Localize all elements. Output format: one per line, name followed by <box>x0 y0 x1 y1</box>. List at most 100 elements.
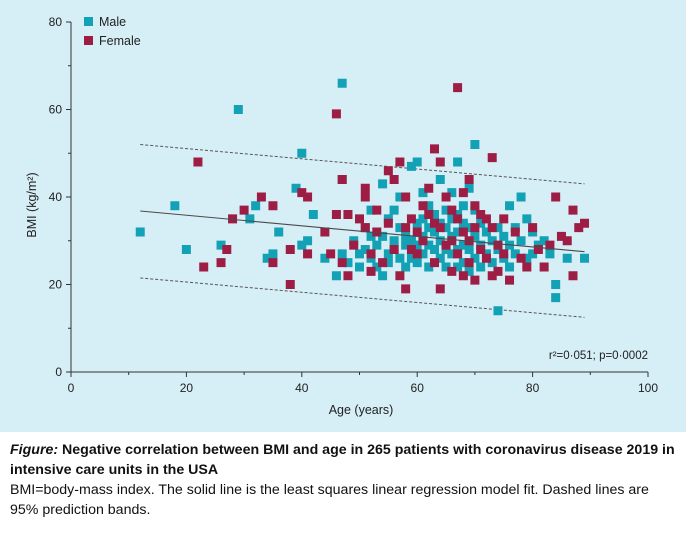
data-point-male <box>430 227 440 237</box>
data-point-female <box>383 218 393 228</box>
data-point-female <box>493 240 503 250</box>
data-point-male <box>395 223 405 233</box>
figure-caption: Figure: Negative correlation between BMI… <box>10 440 678 520</box>
data-point-female <box>193 157 203 167</box>
data-point-male <box>320 253 330 263</box>
data-point-female <box>401 284 411 294</box>
data-point-female <box>406 245 416 254</box>
data-point-female <box>395 271 405 281</box>
data-point-male <box>499 231 509 241</box>
data-point-male <box>551 280 561 289</box>
data-point-female <box>487 271 497 281</box>
data-point-male <box>412 258 422 268</box>
data-point-female <box>303 192 313 202</box>
data-point-male <box>487 236 497 246</box>
y-tick-label: 60 <box>49 103 63 117</box>
data-point-female <box>453 83 463 93</box>
y-tick-label: 80 <box>49 15 63 29</box>
y-tick-label: 40 <box>49 190 63 204</box>
data-point-female <box>418 201 428 211</box>
data-point-female <box>470 201 480 211</box>
data-point-female <box>331 210 341 219</box>
data-point-female <box>337 258 347 268</box>
scatter-chart: BMI (kg/m²) Age (years) r²=0·051; p=0·00… <box>25 15 658 417</box>
data-point-male <box>383 258 393 268</box>
caption-label: Figure: <box>10 442 59 458</box>
data-point-male <box>343 258 353 268</box>
data-point-male <box>297 148 307 158</box>
data-point-male <box>389 236 399 246</box>
data-point-male <box>430 210 440 219</box>
figure-panel: BMI (kg/m²) Age (years) r²=0·051; p=0·00… <box>0 0 686 432</box>
data-point-female <box>297 188 307 198</box>
data-point-male <box>216 240 226 250</box>
data-point-male <box>170 201 180 211</box>
data-point-female <box>216 258 226 268</box>
data-point-male <box>378 179 388 189</box>
data-point-female <box>285 280 295 289</box>
data-point-female <box>476 245 486 254</box>
data-point-male <box>476 262 486 272</box>
data-point-male <box>378 271 388 281</box>
data-point-male <box>464 245 474 254</box>
data-point-male <box>435 236 445 246</box>
data-point-female <box>533 245 543 254</box>
data-point-female <box>551 192 561 202</box>
data-point-female <box>441 240 451 250</box>
data-point-male <box>418 249 428 259</box>
data-point-male <box>481 227 491 237</box>
data-point-male <box>251 201 261 211</box>
data-point-male <box>424 223 434 233</box>
data-point-female <box>412 249 422 259</box>
data-point-male <box>441 262 451 272</box>
data-point-male <box>268 249 278 259</box>
data-point-male <box>424 240 434 250</box>
data-point-male <box>453 157 463 167</box>
data-point-female <box>355 214 364 224</box>
data-point-female <box>580 218 590 228</box>
data-point-male <box>337 78 347 88</box>
data-point-male <box>458 218 468 228</box>
data-point-male <box>447 249 457 259</box>
data-point-male <box>516 236 526 246</box>
caption-title-text: Negative correlation between BMI and age… <box>10 442 675 478</box>
data-point-female <box>372 227 382 237</box>
data-point-female <box>395 157 405 167</box>
data-point-male <box>372 240 382 250</box>
data-point-male <box>476 218 486 228</box>
data-point-male <box>262 253 272 263</box>
data-point-male <box>308 210 318 219</box>
data-point-male <box>412 218 422 228</box>
data-point-female <box>406 214 416 224</box>
data-point-male <box>378 231 388 241</box>
data-point-female <box>401 223 411 233</box>
data-point-female <box>476 210 486 219</box>
data-point-female <box>499 249 509 259</box>
data-point-female <box>574 223 584 233</box>
data-point-male <box>274 227 284 237</box>
data-point-female <box>435 223 445 233</box>
data-point-male <box>447 214 457 224</box>
data-point-male <box>539 236 549 246</box>
x-tick-label: 80 <box>526 381 540 395</box>
data-point-male <box>401 262 411 272</box>
data-point-male <box>297 240 307 250</box>
data-point-female <box>326 249 336 259</box>
data-point-male <box>435 253 445 263</box>
y-axis-label: BMI (kg/m²) <box>25 172 39 237</box>
data-point-male <box>580 253 590 263</box>
data-point-female <box>366 249 376 259</box>
data-point-female <box>424 183 434 193</box>
data-point-male <box>412 240 422 250</box>
data-point-male <box>412 157 422 167</box>
data-point-female <box>320 227 330 237</box>
data-point-female <box>470 223 480 233</box>
data-point-male <box>401 231 411 241</box>
data-point-female <box>556 231 566 241</box>
data-point-female <box>412 227 422 237</box>
data-point-female <box>360 223 370 233</box>
data-point-female <box>366 266 376 276</box>
data-point-male <box>383 249 393 259</box>
y-tick-label: 20 <box>49 278 63 292</box>
data-point-female <box>522 262 532 272</box>
